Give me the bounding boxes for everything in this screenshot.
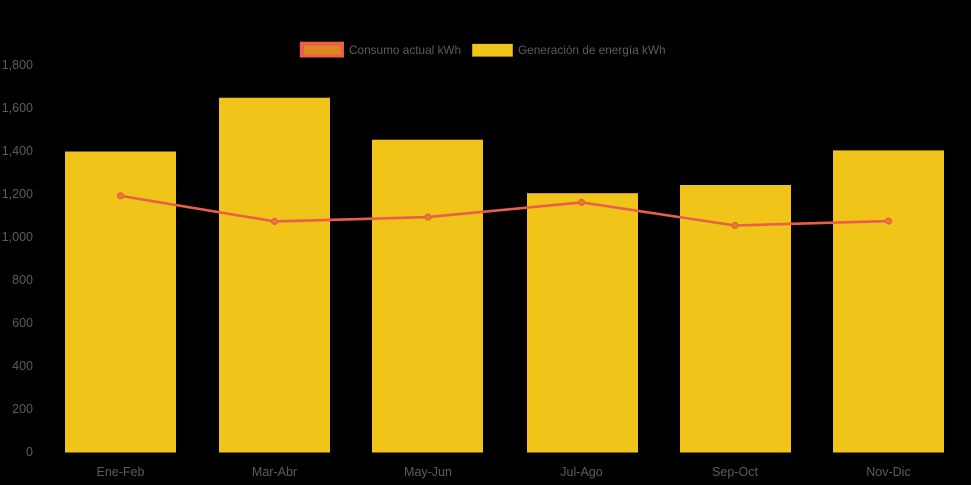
- svg-text:1,000: 1,000: [2, 230, 33, 244]
- svg-text:1,200: 1,200: [2, 187, 33, 201]
- svg-text:May-Jun: May-Jun: [404, 465, 452, 479]
- svg-text:Generación de energía kWh: Generación de energía kWh: [518, 43, 666, 57]
- svg-text:0: 0: [26, 445, 33, 459]
- svg-text:Mar-Abr: Mar-Abr: [252, 465, 297, 479]
- svg-text:600: 600: [12, 316, 33, 330]
- svg-text:400: 400: [12, 359, 33, 373]
- svg-text:Jul-Ago: Jul-Ago: [560, 465, 602, 479]
- svg-text:Nov-Dic: Nov-Dic: [866, 465, 910, 479]
- svg-text:Consumo actual kWh: Consumo actual kWh: [349, 43, 461, 57]
- svg-text:800: 800: [12, 273, 33, 287]
- svg-text:1,600: 1,600: [2, 101, 33, 115]
- svg-text:1,800: 1,800: [2, 58, 33, 72]
- svg-text:200: 200: [12, 402, 33, 416]
- svg-text:1,400: 1,400: [2, 144, 33, 158]
- svg-text:Sep-Oct: Sep-Oct: [712, 465, 758, 479]
- svg-text:Ene-Feb: Ene-Feb: [97, 465, 145, 479]
